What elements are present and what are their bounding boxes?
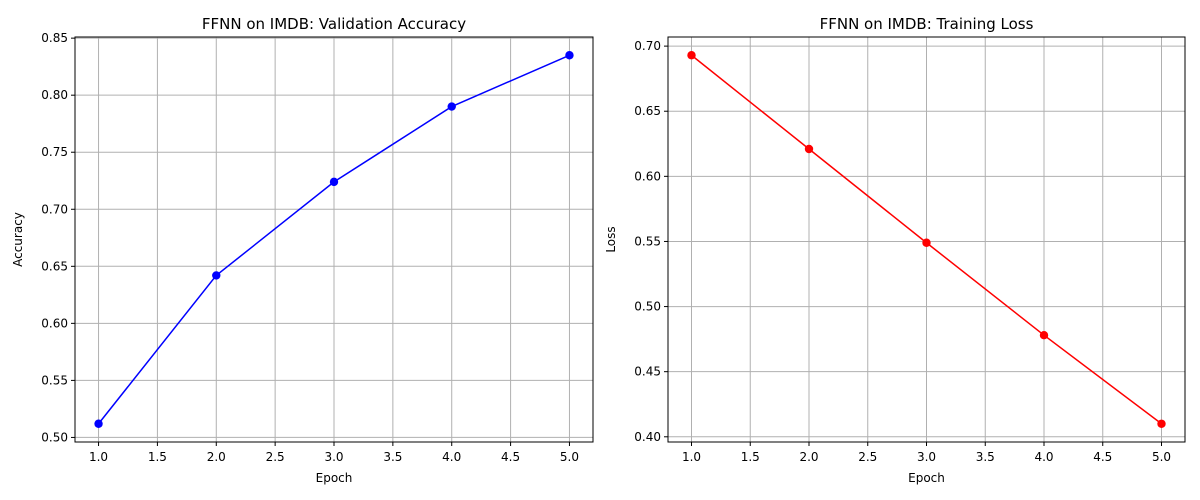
y-axis-label: Accuracy	[11, 212, 25, 267]
x-tick-label: 3.5	[383, 450, 402, 464]
y-tick-label: 0.55	[634, 234, 661, 248]
y-tick-label: 0.75	[41, 145, 68, 159]
x-tick-label: 4.0	[442, 450, 461, 464]
x-tick-label: 2.5	[858, 450, 877, 464]
data-point	[329, 177, 339, 187]
plot-frame	[667, 36, 1186, 443]
chart-title: FFNN on IMDB: Validation Accuracy	[202, 15, 466, 33]
x-tick-label: 1.5	[148, 450, 167, 464]
x-tick-label: 5.0	[560, 450, 579, 464]
data-point	[687, 51, 696, 60]
y-tick-label: 0.60	[41, 316, 68, 330]
y-tick-label: 0.70	[41, 202, 68, 216]
plot-frame	[74, 36, 594, 443]
y-tick-label: 0.55	[41, 373, 68, 387]
x-axis-label: Epoch	[908, 471, 945, 485]
x-axis-label: Epoch	[316, 471, 353, 485]
x-tick-label: 3.0	[324, 450, 343, 464]
data-point	[565, 51, 574, 60]
x-tick-label: 1.5	[741, 450, 760, 464]
y-tick-label: 0.70	[634, 39, 661, 53]
data-point	[804, 144, 814, 154]
x-tick-label: 1.0	[682, 450, 701, 464]
x-tick-label: 4.5	[501, 450, 520, 464]
data-point	[1157, 419, 1166, 428]
chart-title: FFNN on IMDB: Training Loss	[820, 15, 1034, 33]
y-tick-label: 0.40	[634, 430, 661, 444]
y-tick-label: 0.80	[41, 88, 68, 102]
y-tick-label: 0.60	[634, 169, 661, 183]
x-tick-label: 3.0	[917, 450, 936, 464]
chart-0: 1.0 1.5 2.0 2.5 3.0 3.5 4.0 4.5 5.0 0.50 0.55 0.60 0…	[11, 15, 594, 485]
y-tick-label: 0.85	[41, 31, 68, 45]
y-tick-label: 0.45	[634, 365, 661, 379]
y-tick-label: 0.65	[41, 259, 68, 273]
x-tick-label: 2.0	[799, 450, 818, 464]
y-axis-label: Loss	[604, 226, 618, 252]
chart-1: 1.0 1.5 2.0 2.5 3.0 3.5 4.0 4.5 5.0 0.40 0.45 0.50 0…	[604, 15, 1186, 485]
y-tick-label: 0.50	[634, 300, 661, 314]
x-tick-label: 2.5	[266, 450, 285, 464]
data-point	[94, 419, 103, 428]
x-tick-label: 4.5	[1093, 450, 1112, 464]
x-tick-label: 2.0	[207, 450, 226, 464]
x-tick-label: 4.0	[1034, 450, 1053, 464]
data-point	[1039, 331, 1049, 340]
data-point	[447, 102, 456, 111]
y-tick-label: 0.65	[634, 104, 661, 118]
x-tick-label: 1.0	[89, 450, 108, 464]
data-point	[212, 271, 221, 280]
y-tick-label: 0.50	[41, 430, 68, 444]
x-tick-label: 3.5	[976, 450, 995, 464]
x-tick-label: 5.0	[1152, 450, 1171, 464]
data-point	[922, 238, 931, 247]
